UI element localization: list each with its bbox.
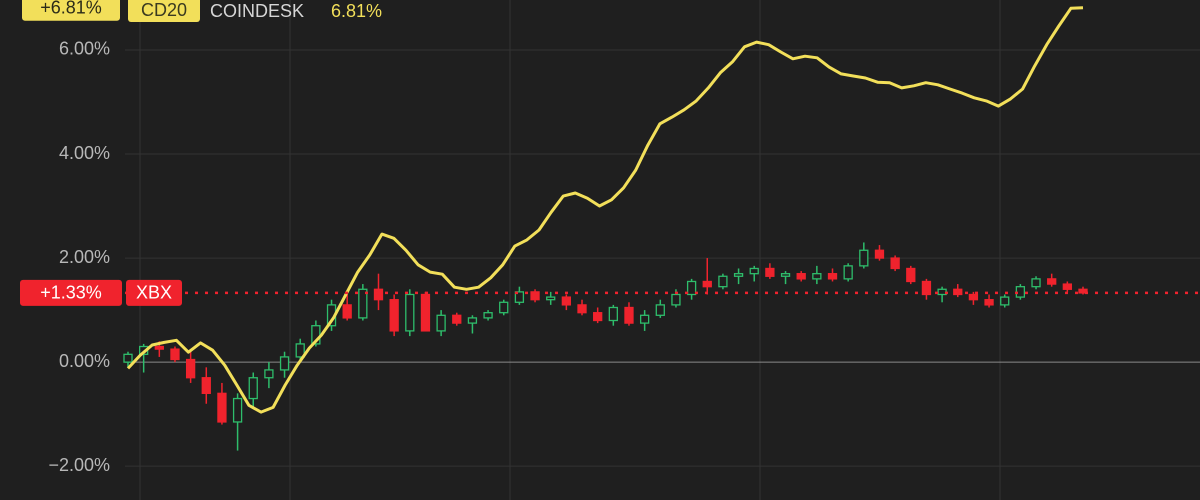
- candle-body: [921, 280, 932, 296]
- candle-body: [577, 304, 587, 314]
- candle-body: [984, 299, 994, 306]
- candle-body: [342, 304, 352, 319]
- candle-body: [467, 317, 478, 324]
- candle-body: [874, 249, 885, 259]
- candle-body: [185, 358, 196, 379]
- candle-body: [608, 306, 618, 322]
- y-tick-label: 6.00%: [59, 39, 110, 59]
- candle-body: [217, 392, 227, 423]
- candle-body: [499, 301, 509, 314]
- y-tick-label: 4.00%: [59, 143, 110, 163]
- candle-body: [436, 314, 446, 332]
- last-value-badge: [20, 279, 122, 306]
- candle-body: [546, 296, 556, 301]
- grid: 6.00% 4.00% 2.00% 0.00% −2.00%: [48, 39, 1200, 475]
- candle-body: [514, 291, 525, 303]
- candle-body: [248, 377, 258, 400]
- candle-body: [483, 312, 493, 319]
- candle-body: [827, 273, 838, 280]
- legend-name-box: [128, 0, 200, 22]
- candle-body: [780, 273, 791, 277]
- candle-body: [702, 280, 712, 288]
- series-name-label: XBX: [136, 283, 172, 303]
- y-tick-label: −2.00%: [48, 455, 110, 475]
- candle-body: [859, 249, 869, 267]
- candle-body: [358, 288, 368, 319]
- candle-body: [812, 273, 822, 280]
- last-value-badge-label: +6.81%: [40, 0, 102, 18]
- candle-body: [843, 265, 853, 280]
- candle-body: [279, 356, 290, 371]
- candle-body: [1062, 283, 1072, 290]
- legend-value: 6.81%: [331, 1, 382, 21]
- candle-body: [890, 257, 900, 270]
- series-name-badge: [126, 279, 182, 306]
- candle-body: [671, 293, 681, 306]
- candle-body: [749, 267, 759, 275]
- candle-body: [1000, 296, 1010, 306]
- candle-body: [389, 299, 399, 332]
- legend-name: CD20: [141, 0, 187, 20]
- candle-body: [593, 312, 603, 322]
- candle-body: [968, 293, 979, 301]
- plot: [123, 6, 1088, 451]
- last-value-badge: [22, 0, 120, 21]
- line-series: [126, 6, 1084, 414]
- candle-body: [639, 314, 650, 324]
- candle-body: [452, 314, 462, 324]
- candle-body: [1031, 278, 1041, 288]
- candle-body: [232, 397, 243, 423]
- candle-body: [170, 348, 180, 361]
- last-value-badge-label: +1.33%: [40, 283, 102, 303]
- candle-body: [154, 345, 164, 350]
- y-tick-label: 0.00%: [59, 351, 110, 371]
- candle-body: [796, 273, 806, 280]
- candle-body: [405, 293, 415, 332]
- candle-body: [655, 304, 665, 316]
- legend-source: COINDESK: [210, 1, 304, 21]
- candle-body: [765, 267, 775, 277]
- y-tick-label: 2.00%: [59, 247, 110, 267]
- candle-body: [420, 293, 431, 332]
- candle-body: [906, 267, 916, 283]
- candle-body: [1047, 278, 1057, 285]
- candle-body: [686, 280, 697, 296]
- candle-body: [373, 288, 384, 301]
- candle-body: [295, 343, 305, 358]
- candle-body: [718, 275, 728, 288]
- overlay: +1.33% XBX +6.81%: [20, 0, 1200, 306]
- candle-body: [561, 296, 572, 306]
- candle-body: [264, 369, 274, 379]
- candle-body: [937, 288, 947, 296]
- candle-body: [733, 273, 744, 277]
- candle-body: [123, 353, 133, 363]
- candle-body: [624, 306, 634, 324]
- candle-body: [201, 377, 211, 394]
- candle-body: [1078, 288, 1088, 294]
